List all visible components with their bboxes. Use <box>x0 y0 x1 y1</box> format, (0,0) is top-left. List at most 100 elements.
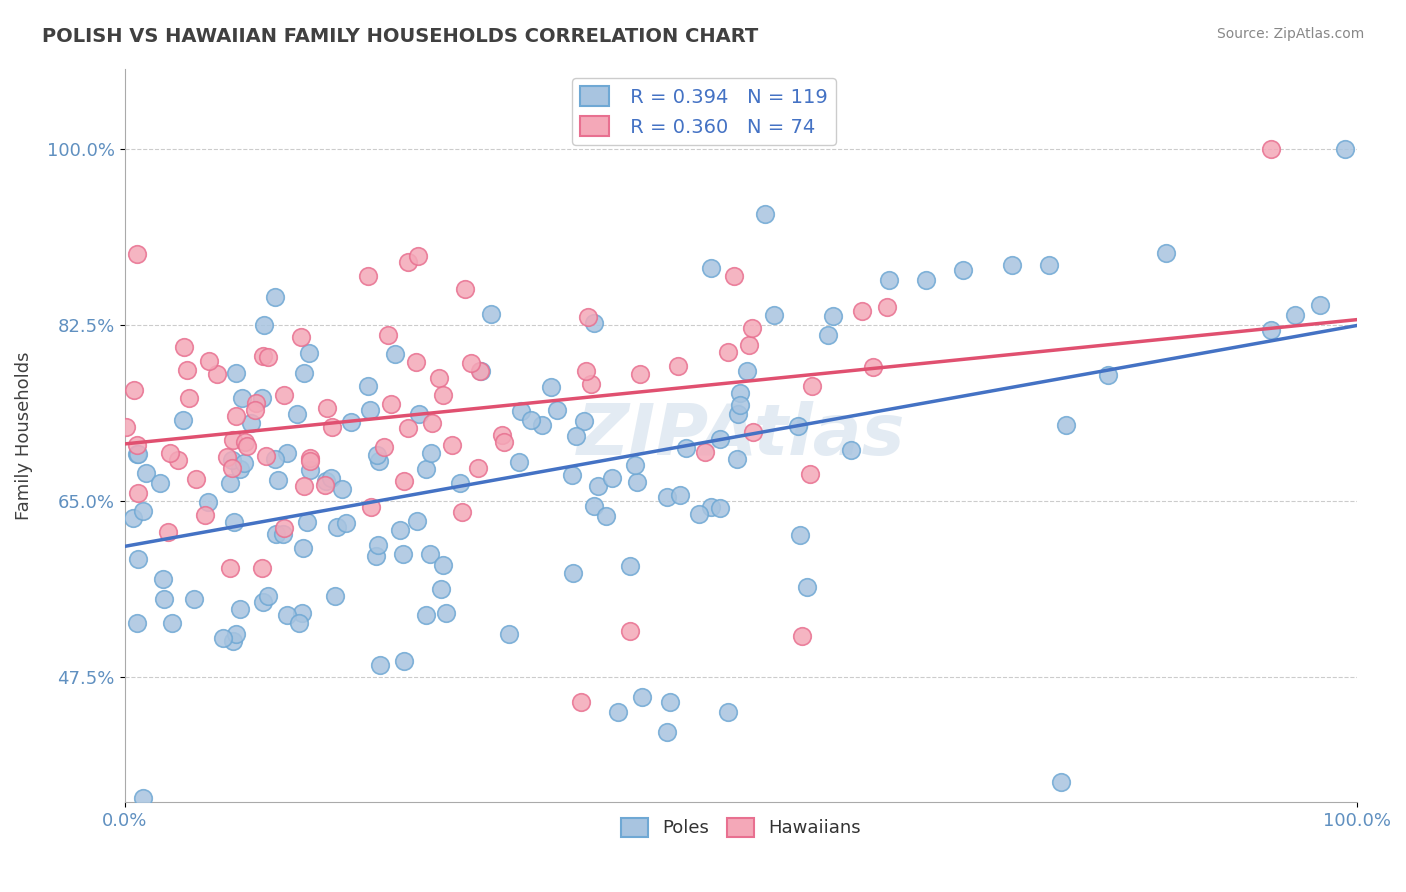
Point <box>323 589 346 603</box>
Legend: Poles, Hawaiians: Poles, Hawaiians <box>613 811 869 845</box>
Point <box>326 520 349 534</box>
Point <box>132 504 155 518</box>
Point <box>184 472 207 486</box>
Point <box>1260 142 1282 156</box>
Point <box>250 561 273 575</box>
Point <box>470 363 492 377</box>
Point <box>876 300 898 314</box>
Point <box>700 500 723 515</box>
Text: ZIPAtlas: ZIPAtlas <box>576 401 905 470</box>
Point <box>360 500 382 514</box>
Point <box>479 307 502 321</box>
Point <box>606 705 628 719</box>
Point <box>1050 775 1073 789</box>
Point <box>1001 258 1024 272</box>
Point <box>228 462 250 476</box>
Point <box>291 606 314 620</box>
Point <box>127 486 149 500</box>
Point <box>689 507 711 521</box>
Point <box>127 551 149 566</box>
Point <box>225 627 247 641</box>
Point <box>292 478 315 492</box>
Point <box>520 412 543 426</box>
Point <box>530 417 553 432</box>
Point <box>787 419 810 434</box>
Point <box>321 420 343 434</box>
Point <box>222 634 245 648</box>
Point <box>115 419 138 434</box>
Point <box>264 452 287 467</box>
Point <box>738 338 761 352</box>
Point <box>256 589 278 603</box>
Point <box>669 488 692 502</box>
Point <box>373 440 395 454</box>
Point <box>228 602 250 616</box>
Point <box>817 327 839 342</box>
Point <box>135 466 157 480</box>
Point <box>364 549 387 563</box>
Point <box>723 268 745 283</box>
Point <box>179 392 201 406</box>
Point <box>799 467 821 481</box>
Point <box>356 379 378 393</box>
Point <box>271 527 294 541</box>
Point <box>675 441 697 455</box>
Point <box>1333 142 1355 156</box>
Point <box>510 403 533 417</box>
Point <box>256 350 278 364</box>
Point <box>730 398 752 412</box>
Point <box>579 377 602 392</box>
Point <box>295 515 318 529</box>
Point <box>218 476 240 491</box>
Point <box>914 272 936 286</box>
Point <box>288 615 311 630</box>
Point <box>263 289 285 303</box>
Point <box>245 396 267 410</box>
Point <box>454 282 477 296</box>
Text: POLISH VS HAWAIIAN FAMILY HOUSEHOLDS CORRELATION CHART: POLISH VS HAWAIIAN FAMILY HOUSEHOLDS COR… <box>42 27 758 45</box>
Point <box>1309 298 1331 312</box>
Point <box>392 474 415 488</box>
Point <box>432 388 454 402</box>
Point <box>276 445 298 459</box>
Point <box>316 401 339 415</box>
Point <box>792 629 814 643</box>
Point <box>221 453 243 467</box>
Point <box>659 695 682 709</box>
Point <box>575 364 598 378</box>
Point <box>252 594 274 608</box>
Point <box>266 473 288 487</box>
Point <box>619 559 641 574</box>
Point <box>367 454 389 468</box>
Point <box>359 402 381 417</box>
Point <box>167 453 190 467</box>
Point <box>422 417 444 431</box>
Point <box>127 438 149 452</box>
Point <box>839 443 862 458</box>
Point <box>127 447 149 461</box>
Point <box>252 318 274 333</box>
Point <box>709 501 731 516</box>
Point <box>215 450 238 464</box>
Point <box>700 260 723 275</box>
Point <box>207 367 229 381</box>
Point <box>862 359 884 374</box>
Point <box>321 471 343 485</box>
Point <box>762 308 785 322</box>
Point <box>801 379 824 393</box>
Point <box>122 383 145 397</box>
Point <box>162 615 184 630</box>
Y-axis label: Family Households: Family Households <box>15 351 32 520</box>
Point <box>728 386 751 401</box>
Point <box>564 429 586 443</box>
Point <box>299 451 322 466</box>
Point <box>396 254 419 268</box>
Point <box>292 366 315 380</box>
Point <box>540 380 562 394</box>
Point <box>789 528 811 542</box>
Point <box>127 616 149 631</box>
Point <box>197 495 219 509</box>
Point <box>330 483 353 497</box>
Point <box>125 247 148 261</box>
Point <box>624 458 647 473</box>
